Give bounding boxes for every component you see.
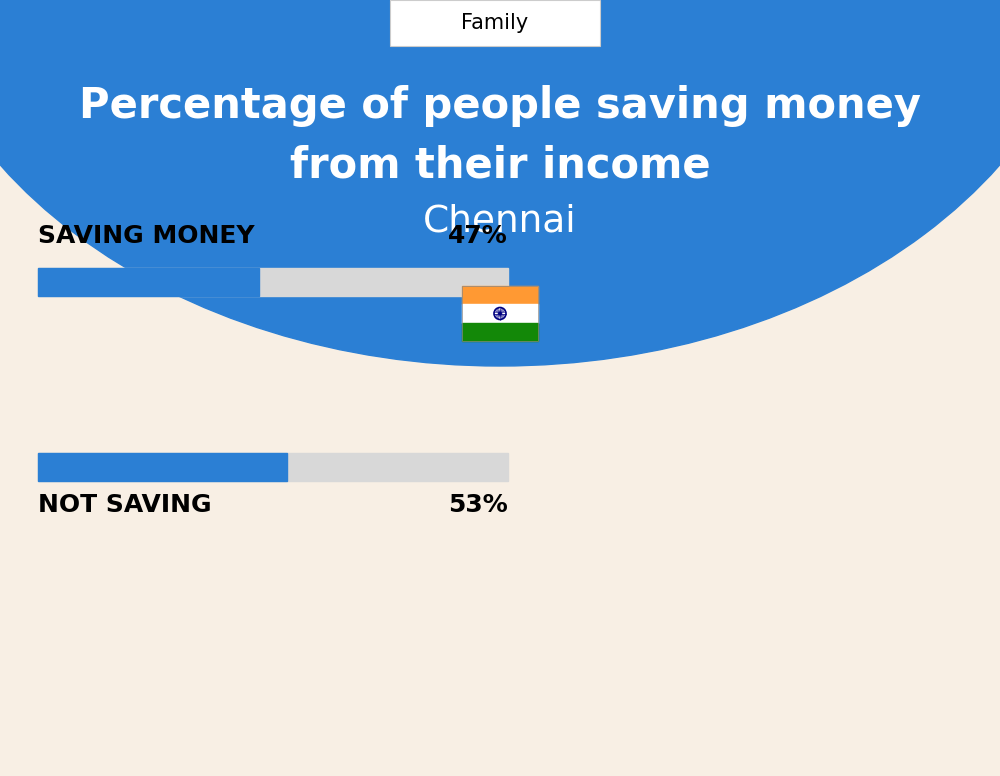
Bar — [38, 268, 259, 296]
Text: 47%: 47% — [448, 224, 508, 248]
Bar — [462, 304, 538, 323]
Text: 53%: 53% — [448, 493, 508, 517]
Bar — [462, 286, 538, 304]
Circle shape — [499, 312, 501, 315]
Text: Family: Family — [461, 13, 529, 33]
Bar — [38, 453, 508, 481]
Bar — [462, 323, 538, 341]
Text: from their income: from their income — [290, 145, 710, 187]
Bar — [38, 268, 508, 296]
Bar — [462, 286, 538, 341]
Text: Chennai: Chennai — [423, 203, 577, 239]
Bar — [390, 0, 600, 46]
Bar — [390, 0, 600, 46]
Ellipse shape — [0, 0, 1000, 366]
Text: Percentage of people saving money: Percentage of people saving money — [79, 85, 921, 127]
Bar — [38, 453, 287, 481]
Text: SAVING MONEY: SAVING MONEY — [38, 224, 255, 248]
Text: NOT SAVING: NOT SAVING — [38, 493, 212, 517]
